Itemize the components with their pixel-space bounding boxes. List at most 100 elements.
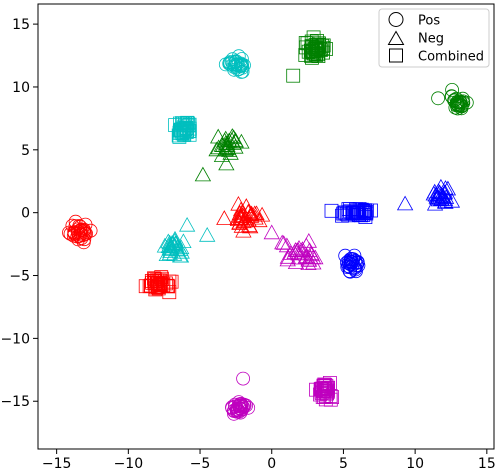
- point-triangle: [430, 186, 447, 201]
- point-triangle: [230, 195, 247, 211]
- point-circle: [222, 56, 237, 71]
- x-tick-label: −5: [190, 456, 211, 471]
- point-square: [318, 378, 333, 392]
- point-triangle: [282, 245, 299, 260]
- y-tick-label: 15: [12, 17, 30, 33]
- point-triangle: [218, 135, 236, 151]
- point-triangle: [162, 243, 179, 258]
- point-square: [153, 277, 168, 292]
- point-triangle: [162, 240, 179, 256]
- point-square: [175, 116, 190, 131]
- point-square: [317, 377, 332, 392]
- point-triangle: [216, 132, 233, 148]
- point-triangle: [300, 232, 317, 248]
- point-circle: [225, 401, 240, 416]
- point-circle: [234, 57, 248, 72]
- point-square: [359, 203, 374, 218]
- point-triangle: [396, 195, 414, 211]
- point-square: [319, 386, 334, 401]
- point-triangle: [173, 243, 190, 259]
- point-triangle: [436, 184, 454, 199]
- point-square: [300, 36, 315, 51]
- point-circle: [236, 371, 251, 386]
- x-tick-label: 5: [339, 456, 348, 471]
- point-square: [308, 41, 322, 56]
- point-circle: [345, 258, 360, 272]
- point-triangle: [253, 206, 271, 222]
- point-triangle: [301, 242, 318, 257]
- point-circle: [232, 399, 247, 414]
- point-square: [350, 206, 365, 221]
- point-triangle: [238, 198, 255, 213]
- data-points: [62, 30, 474, 421]
- point-triangle: [199, 226, 216, 242]
- point-circle: [75, 228, 90, 243]
- point-triangle: [225, 129, 242, 145]
- point-triangle: [232, 209, 249, 225]
- point-triangle: [290, 239, 308, 255]
- point-circle: [73, 227, 88, 242]
- y-tick-label: 10: [12, 80, 30, 96]
- point-triangle: [234, 204, 251, 219]
- point-square: [162, 274, 177, 289]
- point-circle: [449, 91, 464, 106]
- point-square: [148, 280, 163, 295]
- point-triangle: [307, 249, 324, 265]
- x-tick-label: 0: [267, 456, 276, 471]
- point-square: [322, 375, 337, 390]
- legend-square-icon: [389, 48, 403, 63]
- x-axis: −15 −10 −5 0 5 10 15: [42, 449, 496, 471]
- point-circle: [76, 223, 91, 238]
- point-triangle: [156, 237, 174, 253]
- point-circle: [455, 91, 470, 106]
- point-triangle: [235, 213, 252, 229]
- point-triangle: [222, 144, 239, 160]
- point-square: [316, 38, 331, 53]
- point-triangle: [210, 128, 227, 144]
- point-square: [179, 125, 194, 139]
- point-triangle: [233, 133, 250, 149]
- point-triangle: [161, 236, 178, 252]
- point-triangle: [166, 238, 183, 253]
- point-triangle: [432, 178, 450, 194]
- point-triangle: [439, 180, 457, 196]
- point-triangle: [242, 218, 259, 234]
- y-tick-label: 5: [21, 143, 30, 159]
- point-triangle: [235, 222, 252, 238]
- point-square: [178, 118, 193, 133]
- legend: Pos Neg Combined: [378, 8, 490, 68]
- point-triangle: [213, 147, 231, 163]
- point-circle: [225, 52, 240, 67]
- point-square: [286, 68, 301, 83]
- point-triangle: [240, 203, 257, 219]
- point-triangle: [275, 235, 292, 250]
- point-triangle: [247, 209, 264, 225]
- point-triangle: [160, 233, 177, 249]
- point-square: [153, 273, 168, 288]
- y-axis: −15 −10 −5 0 5 10 15: [0, 17, 38, 410]
- point-circle: [68, 214, 83, 229]
- point-triangle: [300, 255, 317, 271]
- point-circle: [445, 83, 460, 97]
- x-tick-label: −10: [114, 456, 144, 471]
- point-square: [150, 275, 165, 290]
- point-triangle: [287, 254, 305, 270]
- point-circle: [453, 98, 468, 113]
- point-triangle: [240, 211, 257, 227]
- plot-frame: [37, 3, 495, 450]
- point-circle: [78, 217, 93, 232]
- point-square: [354, 202, 369, 217]
- legend-label-neg: Neg: [418, 32, 444, 47]
- x-tick-label: 15: [478, 456, 496, 471]
- point-triangle: [216, 210, 233, 225]
- point-square: [312, 40, 326, 55]
- point-triangle: [433, 186, 450, 202]
- point-triangle: [224, 128, 241, 143]
- point-triangle: [436, 191, 454, 206]
- point-square: [156, 278, 171, 293]
- point-triangle: [305, 254, 322, 270]
- point-circle: [431, 91, 446, 106]
- point-square: [182, 124, 197, 139]
- point-circle: [233, 397, 248, 411]
